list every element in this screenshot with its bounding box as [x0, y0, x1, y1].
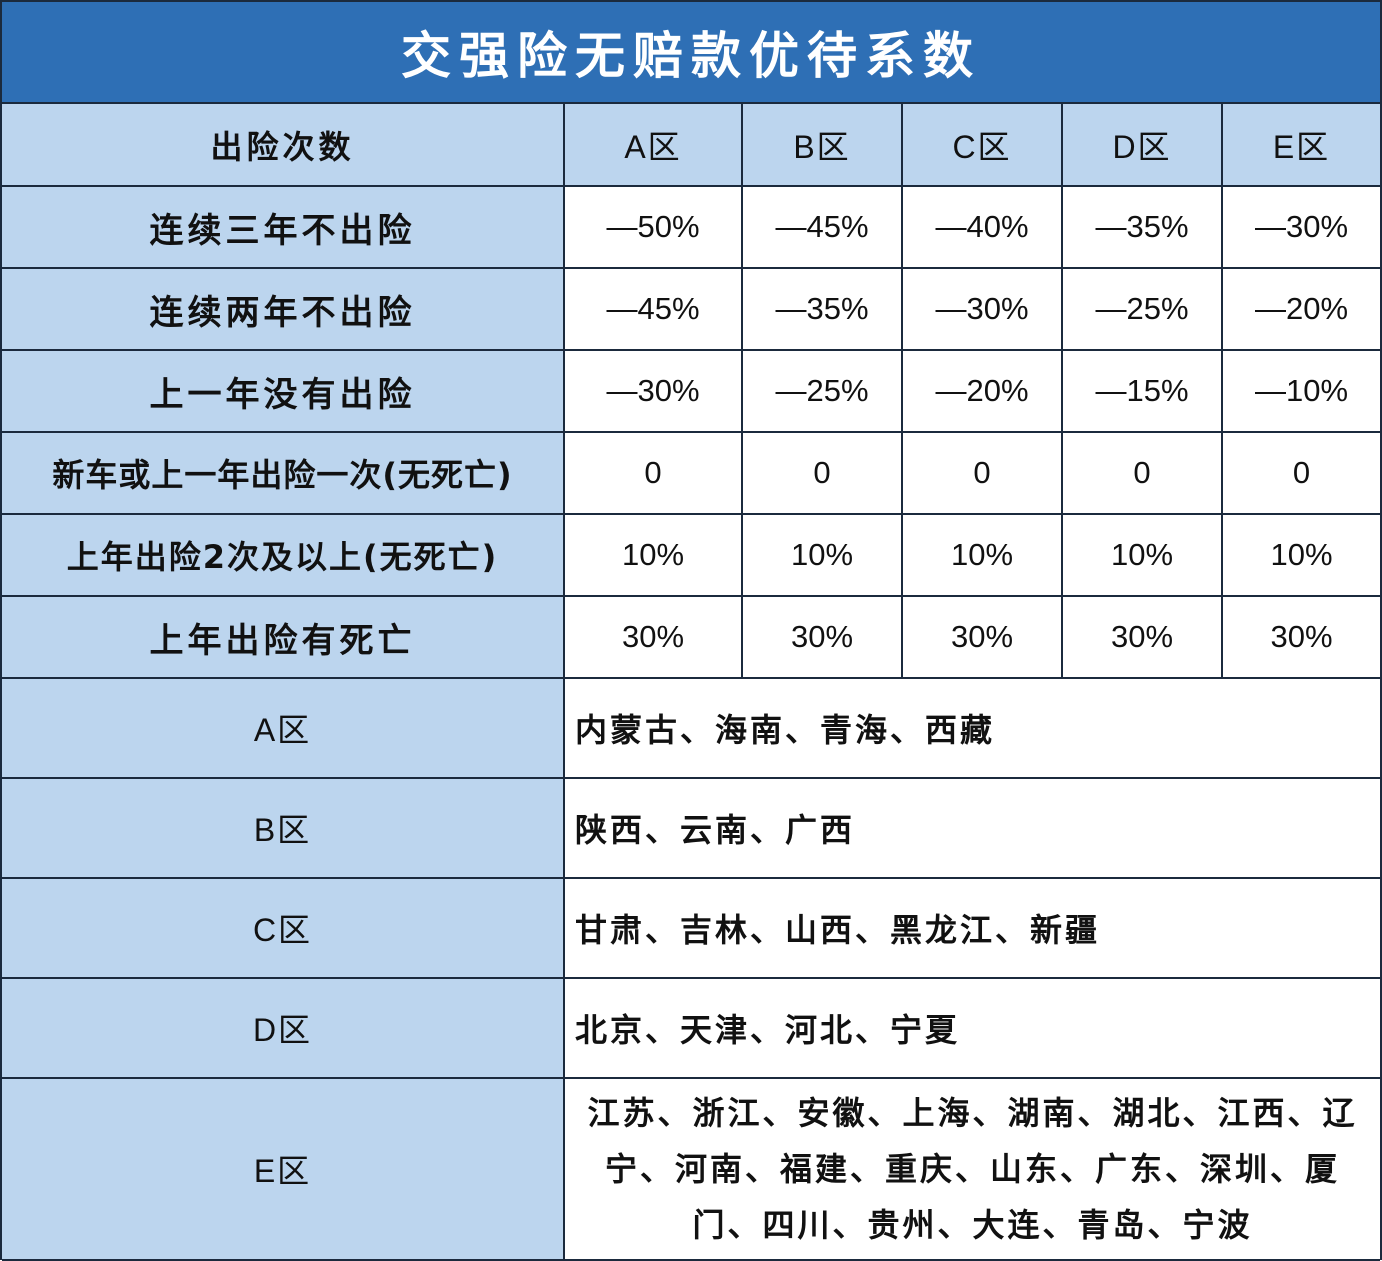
table-row: 上一年没有出险 —30% —25% —20% —15% —10%: [2, 349, 1380, 433]
region-zone-label: E区: [2, 1077, 565, 1261]
coef-cell: 0: [1061, 431, 1223, 515]
page-title: 交强险无赔款优待系数: [401, 27, 981, 85]
coef-cell: —20%: [1221, 267, 1380, 351]
coef-cell: 10%: [741, 513, 903, 597]
table-row: 上年出险2次及以上(无死亡) 10% 10% 10% 10% 10%: [2, 513, 1380, 597]
coef-cell: 0: [741, 431, 903, 515]
coef-cell: 30%: [563, 595, 743, 679]
table-row: 上年出险有死亡 30% 30% 30% 30% 30%: [2, 595, 1380, 679]
region-row-a: A区 内蒙古、海南、青海、西藏: [2, 677, 1380, 779]
coef-cell: —15%: [1061, 349, 1223, 433]
region-areas: 北京、天津、河北、宁夏: [563, 977, 1380, 1079]
region-row-c: C区 甘肃、吉林、山西、黑龙江、新疆: [2, 877, 1380, 979]
coef-cell: —30%: [901, 267, 1063, 351]
row-label: 连续三年不出险: [2, 185, 565, 269]
zone-header-a: A区: [563, 104, 743, 187]
coef-cell: 30%: [901, 595, 1063, 679]
header-row: 出险次数 A区 B区 C区 D区 E区: [2, 104, 1380, 187]
coef-cell: —25%: [741, 349, 903, 433]
row-label: 连续两年不出险: [2, 267, 565, 351]
coef-cell: 10%: [563, 513, 743, 597]
table-row: 连续两年不出险 —45% —35% —30% —25% —20%: [2, 267, 1380, 351]
region-zone-label: A区: [2, 677, 565, 779]
region-areas: 甘肃、吉林、山西、黑龙江、新疆: [563, 877, 1380, 979]
region-areas: 内蒙古、海南、青海、西藏: [563, 677, 1380, 779]
zone-header-d: D区: [1061, 104, 1223, 187]
region-areas: 江苏、浙江、安徽、上海、湖南、湖北、江西、辽宁、河南、福建、重庆、山东、广东、深…: [563, 1077, 1380, 1261]
coef-cell: 0: [901, 431, 1063, 515]
zone-header-e: E区: [1221, 104, 1380, 187]
coef-cell: —30%: [1221, 185, 1380, 269]
coef-cell: —25%: [1061, 267, 1223, 351]
region-zone-label: D区: [2, 977, 565, 1079]
table-row: 新车或上一年出险一次(无死亡) 0 0 0 0 0: [2, 431, 1380, 515]
row-label: 上一年没有出险: [2, 349, 565, 433]
coef-cell: 30%: [1221, 595, 1380, 679]
coef-cell: —40%: [901, 185, 1063, 269]
region-areas: 陕西、云南、广西: [563, 777, 1380, 879]
region-zone-label: C区: [2, 877, 565, 979]
table-row: 连续三年不出险 —50% —45% —40% —35% —30%: [2, 185, 1380, 269]
coefficient-table: 出险次数 A区 B区 C区 D区 E区 连续三年不出险 —50% —45% —4…: [2, 104, 1380, 1261]
coef-cell: 0: [1221, 431, 1380, 515]
zone-header-b: B区: [741, 104, 903, 187]
region-row-e: E区 江苏、浙江、安徽、上海、湖南、湖北、江西、辽宁、河南、福建、重庆、山东、广…: [2, 1077, 1380, 1261]
coef-cell: 10%: [1221, 513, 1380, 597]
region-zone-label: B区: [2, 777, 565, 879]
region-row-d: D区 北京、天津、河北、宁夏: [2, 977, 1380, 1079]
claims-count-header: 出险次数: [2, 104, 565, 187]
coef-cell: —45%: [741, 185, 903, 269]
coef-cell: —30%: [563, 349, 743, 433]
coef-cell: —20%: [901, 349, 1063, 433]
row-label: 上年出险有死亡: [2, 595, 565, 679]
row-label: 新车或上一年出险一次(无死亡): [2, 431, 565, 515]
row-label: 上年出险2次及以上(无死亡): [2, 513, 565, 597]
zone-header-c: C区: [901, 104, 1063, 187]
coef-cell: 10%: [1061, 513, 1223, 597]
coef-cell: 30%: [741, 595, 903, 679]
coef-cell: —50%: [563, 185, 743, 269]
title-bar: 交强险无赔款优待系数: [2, 2, 1380, 104]
coef-cell: —35%: [741, 267, 903, 351]
region-row-b: B区 陕西、云南、广西: [2, 777, 1380, 879]
coef-cell: —35%: [1061, 185, 1223, 269]
coef-cell: —45%: [563, 267, 743, 351]
coef-cell: —10%: [1221, 349, 1380, 433]
coef-cell: 30%: [1061, 595, 1223, 679]
coef-cell: 10%: [901, 513, 1063, 597]
coef-cell: 0: [563, 431, 743, 515]
